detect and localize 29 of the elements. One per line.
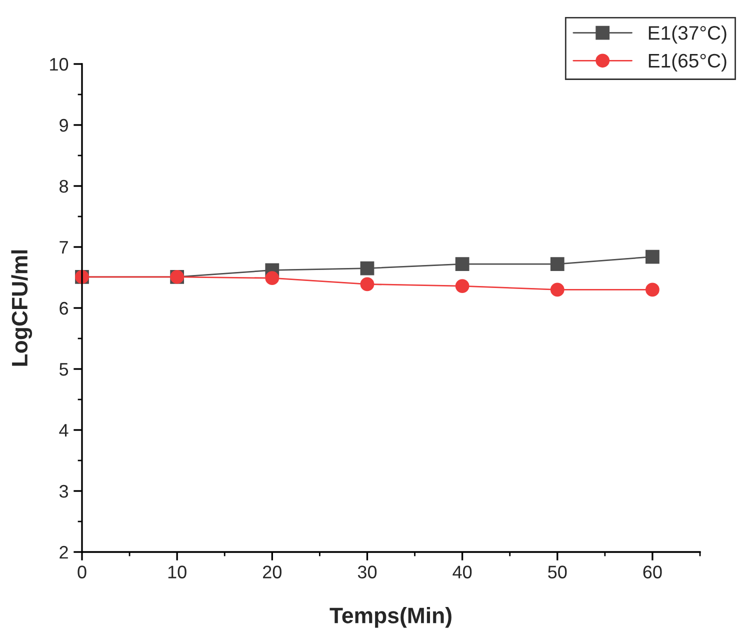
x-tick-label: 60 (643, 566, 662, 578)
x-tick-label: 40 (452, 566, 472, 578)
x-tick-label: 50 (548, 566, 567, 578)
y-tick-label: 7 (60, 241, 68, 254)
y-axis-title: LogCFU/ml (11, 250, 32, 366)
legend-label: E1(37°C) (648, 26, 726, 44)
point (455, 257, 470, 272)
x-axis-title: Temps(Min) (330, 607, 452, 628)
point (360, 261, 374, 276)
y-tick-label: 8 (60, 180, 68, 193)
legend-label: E1(65°C) (648, 53, 726, 72)
y-tick-label: 4 (59, 424, 68, 437)
y-tick-label: 9 (60, 118, 68, 132)
y-tick-label: 2 (60, 546, 68, 559)
x-tick-label: 20 (263, 566, 282, 578)
y-tick-label: 10 (50, 58, 68, 71)
x-tick-label: 10 (168, 566, 186, 578)
x-tick-label: 0 (78, 566, 86, 578)
point (646, 282, 660, 297)
point (646, 250, 660, 264)
point (550, 282, 564, 297)
y-tick-label: 5 (59, 363, 68, 376)
y-tick-label: 6 (60, 302, 68, 315)
y-tick-label: 3 (59, 484, 68, 498)
point (550, 257, 564, 272)
point (360, 277, 374, 292)
x-tick-label: 30 (358, 566, 377, 578)
point (265, 271, 280, 286)
point (455, 279, 470, 293)
